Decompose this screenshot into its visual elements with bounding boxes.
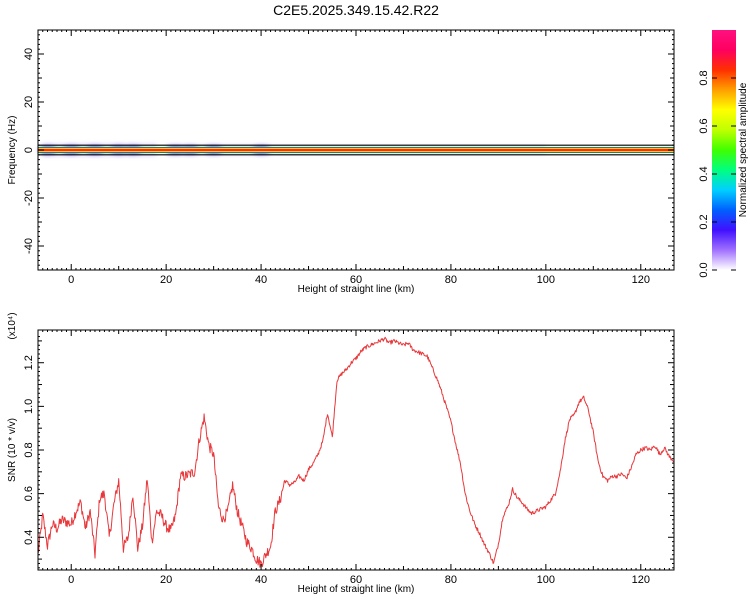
colorbar-tick-label: 0.0 xyxy=(698,262,710,277)
x-tick-label: 120 xyxy=(632,274,650,286)
snr-y-axis-label: SNR (10 * v/v) xyxy=(7,418,18,482)
x-tick-label: 100 xyxy=(537,274,555,286)
snr-series-line xyxy=(38,336,674,568)
x-tick-label: 100 xyxy=(537,574,555,586)
y-tick-label: 1.0 xyxy=(23,399,35,414)
y-tick-label: 0.4 xyxy=(23,530,35,545)
snr-plot-area xyxy=(38,330,674,570)
x-tick-label: 80 xyxy=(445,574,457,586)
x-tick-label: 60 xyxy=(350,574,362,586)
y-tick-label: 0.6 xyxy=(23,486,35,501)
x-tick-label: 20 xyxy=(160,274,172,286)
y-tick-label: -40 xyxy=(23,238,35,254)
x-tick-label: 0 xyxy=(68,574,74,586)
x-tick-label: 20 xyxy=(160,574,172,586)
x-tick-label: 40 xyxy=(255,274,267,286)
x-tick-label: 120 xyxy=(632,574,650,586)
snr-x-axis-label: Height of straight line (km) xyxy=(298,584,415,595)
colorbar-tick-label: 0.6 xyxy=(698,118,710,133)
y-tick-label: -20 xyxy=(23,190,35,206)
y-tick-label: 1.2 xyxy=(23,355,35,370)
figure-title: C2E5.2025.349.15.42.R22 xyxy=(273,2,439,18)
snr-panel: 0 20 40 60 80 100 120 0.4 0.6 0.8 1.0 1.2 Height o… xyxy=(7,312,675,595)
spectrogram-x-axis-label: Height of straight line (km) xyxy=(298,284,415,295)
spectrogram-heatmap xyxy=(38,144,674,156)
y-tick-label: 20 xyxy=(23,96,35,108)
snr-x-axis: 0 20 40 60 80 100 120 xyxy=(37,330,675,586)
y-tick-label: 0 xyxy=(23,147,35,153)
spectral-band-core xyxy=(38,149,674,151)
frequency-reference-lines xyxy=(38,144,674,156)
colorbar-gradient xyxy=(712,30,736,270)
colorbar: 0.0 0.2 0.4 0.6 0.8 Normalized spectral ampl… xyxy=(698,30,749,278)
x-tick-label: 80 xyxy=(445,274,457,286)
colorbar-tick-label: 0.8 xyxy=(698,70,710,85)
colorbar-label: Normalized spectral amplitude xyxy=(738,82,749,217)
spectrogram-y-axis-label: Frequency (Hz) xyxy=(7,116,18,185)
x-tick-label: 40 xyxy=(255,574,267,586)
snr-y-multiplier: (x10⁴) xyxy=(7,312,18,339)
x-tick-label: 0 xyxy=(68,274,74,286)
colorbar-tick-label: 0.2 xyxy=(698,214,710,229)
spectrogram-x-axis: 0 20 40 60 80 100 120 xyxy=(37,30,675,286)
spectrogram-panel: 0 20 40 60 80 100 120 -40 -20 0 20 40 Height of st… xyxy=(7,29,675,295)
y-tick-label: 40 xyxy=(23,48,35,60)
snr-y-axis: 0.4 0.6 0.8 1.0 1.2 xyxy=(23,336,674,569)
colorbar-axis: 0.0 0.2 0.4 0.6 0.8 xyxy=(698,70,736,278)
x-tick-label: 60 xyxy=(350,274,362,286)
y-tick-label: 0.8 xyxy=(23,442,35,457)
spectrogram-y-axis: -40 -20 0 20 40 xyxy=(23,34,674,266)
colorbar-tick-label: 0.4 xyxy=(698,166,710,181)
